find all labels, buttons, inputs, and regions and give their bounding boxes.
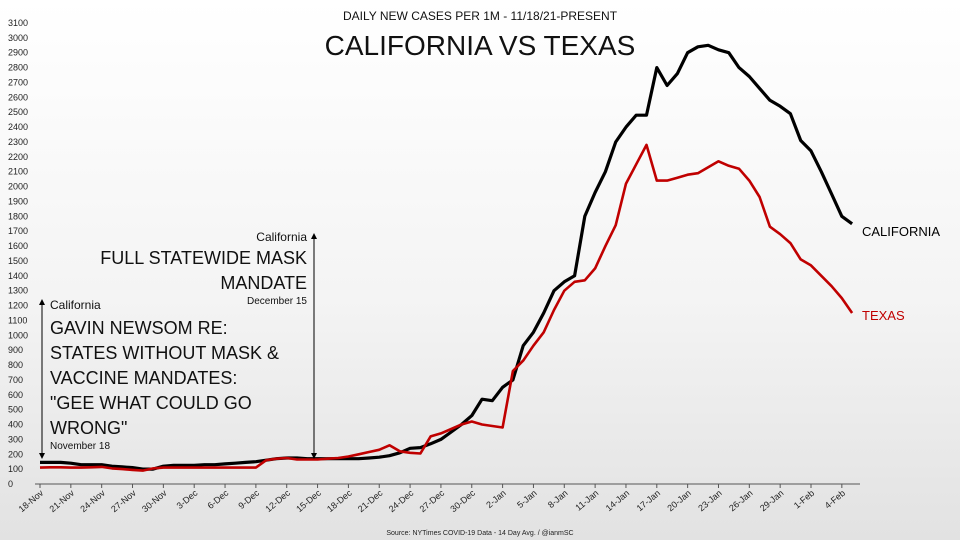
x-tick-label: 8-Jan — [546, 488, 570, 510]
y-tick-label: 2700 — [8, 77, 28, 87]
y-tick-label: 1700 — [8, 226, 28, 236]
x-tick-label: 6-Dec — [206, 488, 231, 511]
annotation-arrow-bottom — [311, 453, 317, 459]
x-tick-label: 30-Dec — [448, 488, 477, 515]
x-tick-label: 23-Jan — [696, 488, 724, 513]
y-tick-label: 0 — [8, 479, 13, 489]
y-axis: 0 100 200 300 400 500 600 700 800 900 1000 1100 1200… — [8, 18, 28, 489]
x-tick-label: 21-Dec — [356, 488, 385, 515]
y-tick-label: 1400 — [8, 271, 28, 281]
x-tick-label: 9-Dec — [236, 488, 261, 511]
annotation-newsom: California GAVIN NEWSOM RE: STATES WITHO… — [39, 298, 279, 459]
annotation-place: California — [50, 298, 101, 312]
y-tick-label: 1100 — [8, 315, 27, 325]
x-tick-label: 30-Nov — [140, 488, 169, 515]
y-tick-label: 2300 — [8, 137, 28, 147]
y-tick-label: 500 — [8, 405, 23, 415]
y-tick-label: 600 — [8, 390, 23, 400]
annotation-line: FULL STATEWIDE MASK — [100, 248, 307, 268]
x-tick-label: 12-Dec — [263, 488, 292, 515]
annotation-line: WRONG" — [50, 418, 127, 438]
y-tick-label: 2100 — [8, 167, 28, 177]
x-axis: 18-Nov 21-Nov 24-Nov 27-Nov 30-Nov 3-Dec 6-Dec… — [17, 484, 847, 514]
annotation-line: STATES WITHOUT MASK & — [50, 343, 279, 363]
annotation-date: November 18 — [50, 441, 110, 452]
annotation-date: December 15 — [247, 296, 307, 307]
x-tick-label: 26-Jan — [727, 488, 755, 513]
y-tick-label: 200 — [8, 449, 23, 459]
x-tick-label: 11-Jan — [573, 488, 600, 513]
annotation-arrow-bottom — [39, 453, 45, 459]
y-tick-label: 900 — [8, 345, 23, 355]
annotation-place: California — [256, 230, 307, 244]
y-tick-label: 2900 — [8, 48, 28, 58]
annotation-line: "GEE WHAT COULD GO — [50, 393, 252, 413]
x-tick-label: 18-Dec — [325, 488, 354, 515]
y-tick-label: 1300 — [8, 286, 28, 296]
x-tick-label: 5-Jan — [515, 488, 539, 510]
x-tick-label: 18-Nov — [17, 488, 46, 515]
x-tick-label: 4-Feb — [823, 488, 847, 511]
y-tick-label: 2000 — [8, 182, 28, 192]
annotation-full-mandate: California FULL STATEWIDE MASK MANDATE D… — [100, 230, 317, 459]
x-tick-label: 17-Jan — [635, 488, 663, 513]
y-tick-label: 2600 — [8, 92, 28, 102]
x-tick-label: 14-Jan — [604, 488, 632, 513]
x-tick-label: 20-Jan — [665, 488, 693, 513]
x-tick-label: 27-Nov — [109, 488, 138, 515]
chart-title: CALIFORNIA VS TEXAS — [325, 30, 636, 61]
y-tick-label: 800 — [8, 360, 23, 370]
annotation-arrow-top — [39, 299, 45, 305]
x-tick-label: 15-Dec — [294, 488, 323, 515]
x-tick-label: 27-Dec — [418, 488, 447, 515]
series-label-texas: TEXAS — [862, 308, 905, 323]
y-tick-label: 3000 — [8, 33, 28, 43]
x-tick-label: 21-Nov — [47, 488, 76, 515]
series-line-california — [40, 43, 854, 471]
annotation-line: VACCINE MANDATES: — [50, 368, 237, 388]
annotation-line: GAVIN NEWSOM RE: — [50, 318, 228, 338]
y-tick-label: 300 — [8, 434, 23, 444]
x-tick-label: 1-Feb — [792, 488, 816, 511]
y-tick-label: 1000 — [8, 330, 28, 340]
y-tick-label: 1500 — [8, 256, 28, 266]
y-tick-label: 400 — [8, 420, 23, 430]
x-tick-label: 3-Dec — [175, 488, 200, 511]
annotation-arrow-top — [311, 233, 317, 239]
series-lines — [39, 43, 854, 472]
x-tick-label: 2-Jan — [484, 488, 508, 510]
series-line-texas — [39, 143, 854, 472]
source-note: Source: NYTimes COVID-19 Data - 14 Day A… — [386, 530, 573, 537]
y-tick-label: 1900 — [8, 196, 28, 206]
y-tick-label: 2500 — [8, 107, 28, 117]
x-tick-label: 24-Dec — [387, 488, 416, 515]
y-tick-label: 2800 — [8, 63, 28, 73]
x-tick-label: 24-Nov — [78, 488, 107, 515]
y-tick-label: 1800 — [8, 211, 28, 221]
annotation-line: MANDATE — [220, 273, 307, 293]
y-tick-label: 1600 — [8, 241, 28, 251]
series-label-california: CALIFORNIA — [862, 224, 940, 239]
y-tick-label: 700 — [8, 375, 23, 385]
y-tick-label: 1200 — [8, 301, 28, 311]
y-tick-label: 3100 — [8, 18, 28, 28]
y-tick-label: 100 — [8, 464, 23, 474]
x-tick-label: 29-Jan — [758, 488, 786, 513]
y-tick-label: 2200 — [8, 152, 28, 162]
y-tick-label: 2400 — [8, 122, 28, 132]
chart-subtitle: DAILY NEW CASES PER 1M - 11/18/21-PRESEN… — [343, 9, 618, 23]
